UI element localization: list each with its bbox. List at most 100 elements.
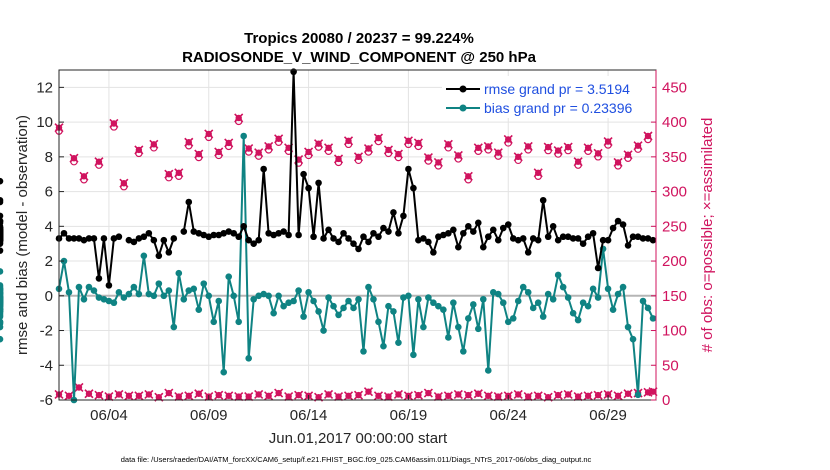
bias-point	[230, 292, 238, 300]
rmse-point	[235, 233, 242, 241]
bias-point	[330, 302, 337, 310]
bias-point	[544, 290, 552, 298]
rmse-point	[310, 233, 317, 241]
rmse-point	[514, 236, 522, 244]
bias-point	[649, 315, 657, 322]
obs-assimilated-cross	[363, 387, 374, 397]
rmse-point	[614, 217, 622, 225]
bias-point	[619, 283, 627, 291]
x-tick-label: 06/09	[190, 407, 228, 424]
y-tick-label: 4	[45, 218, 53, 235]
bias-point	[534, 299, 542, 307]
obs-assimilated-cross	[523, 391, 533, 402]
rmse-point	[225, 228, 233, 235]
bias-point	[345, 297, 352, 305]
bias-point	[355, 295, 362, 303]
x-tick-label: 06/19	[390, 407, 428, 424]
bias-point	[80, 295, 88, 303]
bias-point	[110, 299, 118, 307]
rmse-point	[0, 198, 4, 206]
bias-point	[155, 280, 163, 287]
bias-point	[445, 334, 452, 341]
obs-assimilated-cross	[69, 153, 79, 163]
obs-assimilated-cross	[473, 143, 483, 153]
rmse-point	[90, 235, 98, 242]
x-tick-label: 06/14	[290, 407, 328, 424]
bias-point	[0, 318, 4, 326]
obs-assimilated-cross	[393, 149, 403, 159]
y-axis-left: -6 -4 -2 0 2 4 6 8 10 12	[36, 79, 64, 409]
bias-point	[524, 289, 532, 296]
obs-assimilated-cross	[109, 118, 119, 129]
obs-assimilated-cross	[563, 389, 573, 400]
rmse-point	[130, 238, 138, 246]
x-tick-label: 06/04	[90, 407, 128, 424]
obs-assimilated-cross	[134, 145, 144, 155]
bias-point	[0, 299, 4, 307]
bias-point	[440, 306, 447, 313]
bias-point	[270, 309, 277, 317]
obs-assimilated-cross	[274, 134, 284, 144]
bias-point	[470, 301, 477, 308]
rmse-point	[245, 236, 252, 244]
bias-point	[205, 292, 213, 300]
rmse-point	[539, 196, 547, 204]
bias-point	[315, 308, 322, 315]
rmse-point	[400, 212, 407, 220]
bias-point	[420, 323, 427, 331]
legend-rmse-marker	[459, 85, 467, 93]
obs-assimilated-cross	[373, 391, 384, 401]
rmse-point	[504, 221, 512, 228]
bias-point	[529, 304, 537, 312]
bias-point	[130, 283, 138, 291]
obs-assimilated-cross	[274, 388, 284, 398]
obs-assimilated-cross	[333, 154, 344, 164]
rmse-point	[569, 235, 577, 242]
bias-point	[375, 318, 382, 326]
rmse-point	[70, 235, 78, 242]
chart-subtitle: RADIOSONDE_V_WIND_COMPONENT @ 250 hPa	[182, 49, 537, 66]
obs-assimilated-cross	[124, 391, 134, 401]
bias-point	[634, 391, 642, 399]
rmse-point	[365, 238, 372, 246]
rmse-point	[494, 236, 502, 244]
obs-assimilated-cross	[413, 138, 423, 148]
rmse-point	[75, 235, 83, 242]
series-layer	[0, 68, 658, 404]
rmse-point	[280, 228, 287, 235]
obs-assimilated-cross	[94, 157, 104, 167]
obs-assimilated-cross	[553, 146, 563, 156]
obs-assimilated-cross	[164, 169, 174, 179]
obs-assimilated-cross	[613, 157, 623, 167]
bias-point	[275, 292, 282, 300]
bias-point	[644, 304, 652, 312]
rmse-point	[250, 240, 257, 247]
bias-point	[170, 323, 178, 331]
rmse-point	[435, 233, 442, 241]
bias-point	[425, 294, 432, 301]
rmse-point	[375, 233, 382, 241]
bias-point	[350, 304, 357, 312]
obs-assimilated-cross	[493, 391, 503, 402]
bias-point	[639, 297, 647, 305]
rmse-point	[100, 235, 108, 242]
bias-point	[415, 295, 422, 303]
rmse-point	[170, 235, 178, 242]
bias-point	[145, 290, 153, 298]
rmse-point	[0, 238, 4, 246]
bias-point	[365, 283, 372, 291]
bias-point	[135, 290, 143, 298]
rmse-point	[380, 224, 387, 232]
y-tick-right-label: 400	[662, 114, 687, 131]
y-tick-right-label: 100	[662, 323, 687, 340]
obs-assimilated-cross	[353, 390, 364, 400]
rmse-point	[445, 229, 452, 237]
bias-point	[220, 368, 228, 376]
rmse-point	[534, 236, 542, 244]
obs-assimilated-cross	[343, 136, 354, 146]
rmse-point	[270, 231, 277, 239]
rmse-point	[65, 235, 73, 242]
x-axis: 06/04 06/09 06/14 06/19 06/24 06/29	[90, 395, 627, 424]
x-tick-label: 06/29	[589, 407, 627, 424]
obs-assimilated-cross	[194, 149, 204, 159]
